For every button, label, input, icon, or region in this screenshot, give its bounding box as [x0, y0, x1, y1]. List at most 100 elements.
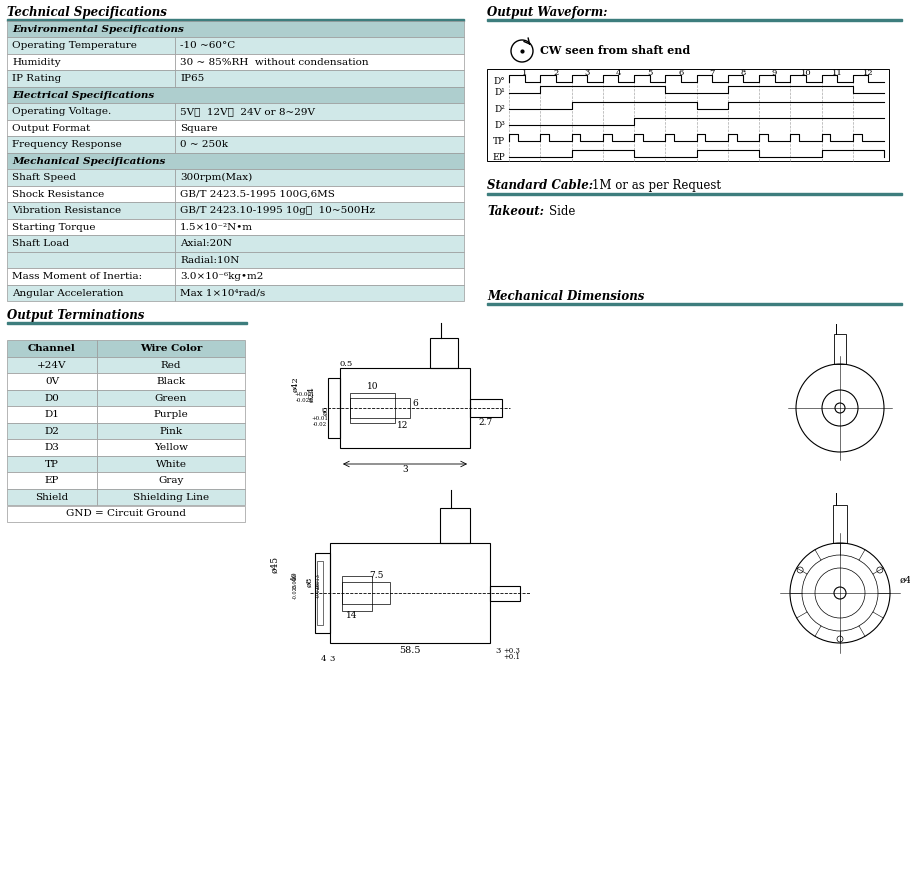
Bar	[7, 120, 175, 137]
Text: D3: D3	[45, 443, 59, 453]
Bar	[97, 340, 245, 357]
Text: Radial:10N: Radial:10N	[180, 255, 239, 265]
Bar	[315, 553, 330, 633]
Bar	[7, 202, 175, 219]
Text: 3: 3	[584, 69, 590, 77]
Bar	[487, 193, 902, 195]
Bar	[97, 439, 245, 456]
Text: -0.009: -0.009	[292, 573, 298, 589]
Text: IP65: IP65	[180, 74, 204, 83]
Text: 3: 3	[495, 647, 500, 655]
Text: Shaft Load: Shaft Load	[12, 239, 69, 249]
Text: D2: D2	[45, 426, 59, 436]
Text: Shield: Shield	[35, 493, 68, 501]
Bar	[7, 506, 245, 522]
Bar	[175, 71, 464, 87]
Bar	[7, 87, 464, 104]
Bar	[350, 398, 410, 418]
Bar	[487, 19, 902, 21]
Bar	[7, 71, 175, 87]
Bar	[342, 576, 372, 610]
Bar	[97, 406, 245, 423]
Text: 40: 40	[291, 571, 299, 581]
Bar	[7, 406, 97, 423]
Text: 0V: 0V	[45, 378, 59, 386]
Text: Gray: Gray	[158, 476, 184, 485]
Text: 0.5: 0.5	[339, 360, 353, 368]
Text: 7: 7	[710, 69, 715, 77]
Text: TP: TP	[493, 137, 505, 146]
Text: ø45: ø45	[900, 576, 910, 585]
Text: -10 ~60°C: -10 ~60°C	[180, 41, 236, 51]
Text: ø45: ø45	[270, 555, 279, 573]
Bar	[97, 473, 245, 489]
Text: +0.3: +0.3	[503, 647, 521, 655]
Bar	[487, 69, 889, 161]
Text: Operating Voltage.: Operating Voltage.	[12, 107, 111, 116]
Text: 6: 6	[678, 69, 683, 77]
Text: -0.013: -0.013	[316, 573, 320, 589]
Text: -0.02: -0.02	[313, 422, 327, 427]
Text: ø24: ø24	[308, 386, 316, 402]
Text: 30 ~ 85%RH  without condensation: 30 ~ 85%RH without condensation	[180, 58, 369, 67]
Bar	[7, 357, 97, 373]
Bar	[97, 390, 245, 406]
Bar	[7, 169, 175, 186]
Bar	[7, 473, 97, 489]
Bar	[7, 390, 97, 406]
Text: Wire Color: Wire Color	[140, 344, 202, 353]
Text: Shock Resistance: Shock Resistance	[12, 190, 105, 199]
Bar	[834, 334, 846, 364]
Text: Pink: Pink	[159, 426, 183, 436]
Text: 12: 12	[398, 421, 409, 430]
Text: 11: 11	[832, 69, 843, 77]
Text: D²: D²	[494, 105, 505, 113]
Bar	[97, 489, 245, 506]
Text: 5: 5	[647, 69, 652, 77]
Bar	[175, 252, 464, 269]
Text: Mass Moment of Inertia:: Mass Moment of Inertia:	[12, 272, 142, 282]
Bar	[7, 19, 464, 21]
Text: Black: Black	[157, 378, 186, 386]
Bar	[330, 543, 490, 643]
Text: Channel: Channel	[28, 344, 76, 353]
Bar	[97, 357, 245, 373]
Bar	[7, 373, 97, 390]
Text: Purple: Purple	[154, 410, 188, 419]
Text: Output Format: Output Format	[12, 124, 90, 133]
Text: Environmental Specifications: Environmental Specifications	[12, 24, 184, 34]
Bar	[175, 269, 464, 285]
Bar	[7, 456, 97, 473]
Text: Yellow: Yellow	[154, 443, 188, 453]
Text: EP: EP	[492, 153, 505, 161]
Bar	[7, 235, 175, 252]
Text: GB/T 2423.10-1995 10g，  10~500Hz: GB/T 2423.10-1995 10g， 10~500Hz	[180, 207, 375, 215]
Bar	[97, 373, 245, 390]
Text: EP: EP	[45, 476, 59, 485]
Bar	[175, 186, 464, 202]
Bar	[7, 269, 175, 285]
Text: 3: 3	[402, 465, 408, 474]
Text: 4: 4	[616, 69, 622, 77]
Bar	[350, 393, 395, 423]
Text: Mechanical Dimensions: Mechanical Dimensions	[487, 290, 644, 303]
Text: 1M or as per Request: 1M or as per Request	[592, 179, 721, 192]
Text: Standard Cable:: Standard Cable:	[487, 179, 593, 192]
Bar	[175, 235, 464, 252]
Text: Operating Temperature: Operating Temperature	[12, 41, 136, 51]
Bar	[7, 54, 175, 71]
Text: 2: 2	[553, 69, 559, 77]
Text: 1.5×10⁻²N•m: 1.5×10⁻²N•m	[180, 222, 253, 232]
Text: 0 ~ 250k: 0 ~ 250k	[180, 140, 228, 149]
Bar	[7, 37, 175, 54]
Text: -0.025: -0.025	[292, 583, 298, 599]
Text: D°: D°	[493, 78, 505, 86]
Text: Output Waveform:: Output Waveform:	[487, 6, 608, 19]
Bar	[7, 153, 464, 169]
Text: +24V: +24V	[37, 361, 66, 370]
Text: +0.001: +0.001	[295, 392, 315, 397]
Bar	[470, 399, 502, 417]
Text: Red: Red	[161, 361, 181, 370]
Bar	[7, 137, 175, 153]
Text: Side: Side	[549, 205, 575, 218]
